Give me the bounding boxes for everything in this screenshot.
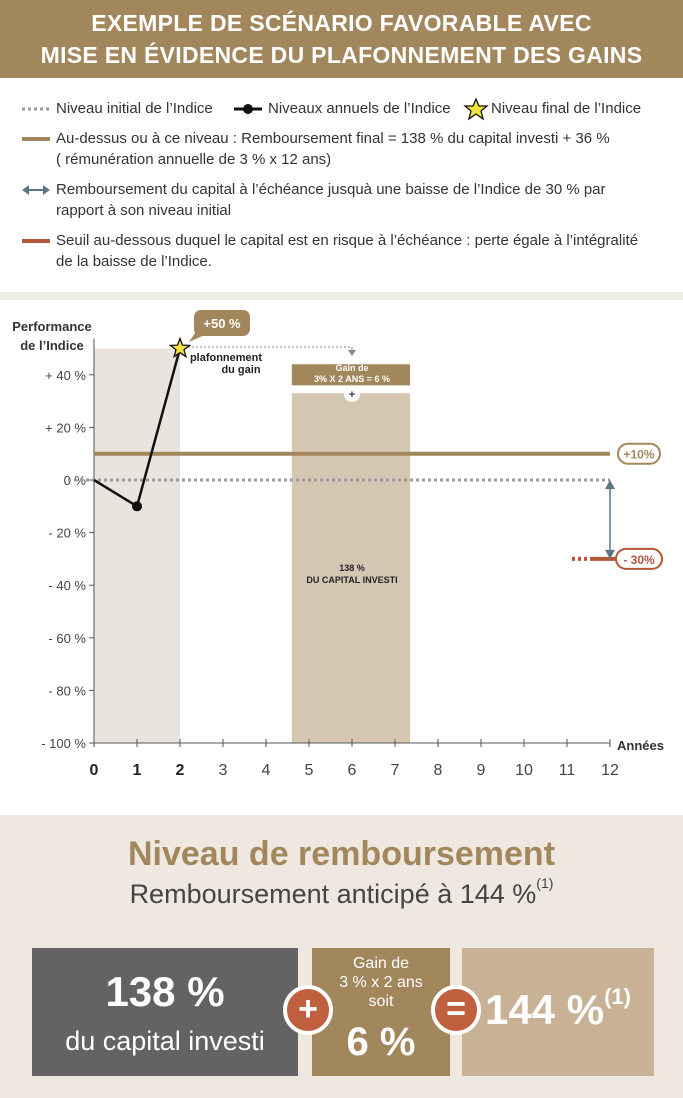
capital-box-label: du capital investi [65,1026,265,1056]
legend-protection-label-1: Remboursement du capital à l’échéance ju… [56,181,606,198]
gain-box-label: Gain de 3 % x 2 ans soit [312,954,450,1011]
x-tick-label: 2 [176,762,185,779]
total-box-number: 144 % [485,986,605,1033]
gain-box-value: 6 % [346,1020,416,1064]
x-tick-label: 3 [219,762,228,779]
capital-label-line1: 138 % [339,563,365,573]
capital-bar [291,393,411,743]
x-tick-label: 10 [515,762,533,779]
final-label-bubble [194,310,250,336]
gain-label-line2: 3% X 2 ANS = 6 % [314,374,390,384]
y-axis-label-line2: de l’Indice [20,338,84,353]
final-label-pointer [189,330,207,342]
plus-circle-icon [344,386,360,402]
cap-arrow-icon [348,350,356,356]
final-label: +50 % [203,316,241,331]
cap-label-line2: du gain [221,364,260,376]
repayment-section: Niveau de remboursement Remboursement an… [0,815,683,1098]
legend-barrier-label-2: ( rémunération annuelle de 3 % x 12 ans) [56,151,332,168]
plus-sign-label: + [349,389,355,401]
x-tick-label: 7 [391,762,400,779]
risk-badge [615,547,663,570]
x-axis-label: Années [617,738,664,753]
equals-icon: = [431,985,481,1035]
gain-box-line2: 3 % x 2 ans [339,974,423,991]
capital-label-line2: DU CAPITAL INVESTI [306,575,397,585]
legend: Niveau initial de l’Indice Niveaux annue… [0,78,683,292]
barrier-badge [617,442,661,465]
chart: + 40 %+ 20 %0 %- 20 %- 40 %- 60 %- 80 %-… [0,300,683,815]
y-axis-label-line1: Performance [12,319,91,334]
total-box-value: 144 %(1) [462,984,654,1034]
gain-label-line1: Gain de [335,363,368,373]
x-tick-label: 0 [90,762,99,779]
legend-symbols [22,97,489,243]
x-tick-label: 5 [305,762,314,779]
legend-star-icon [463,97,489,121]
header-title-line1: EXEMPLE DE SCÉNARIO FAVORABLE AVEC [91,10,592,36]
x-tick-label: 12 [601,762,619,779]
protection-arrow-up-icon [605,480,615,489]
legend-arrow-left-icon [22,185,29,195]
final-star-icon [168,336,192,359]
total-box-note: (1) [604,984,631,1009]
risk-badge-label: - 30% [623,553,655,567]
protection-arrow-down-icon [605,549,615,559]
period-shade [94,348,180,743]
y-tick-label: - 60 % [48,631,86,646]
legend-risk-label-1: Seuil au-dessous duquel le capital est e… [56,232,639,249]
x-tick-label: 1 [133,762,142,779]
capital-box-value: 138 % [105,968,225,1015]
legend-risk-label-2: de la baisse de l’Indice. [56,253,212,270]
x-tick-label: 6 [348,762,357,779]
legend-protection-label-2: rapport à son niveau initial [56,202,232,219]
y-tick-label: - 100 % [41,736,86,751]
index-point [132,501,142,512]
y-tick-label: + 20 % [45,420,86,435]
repayment-title: Niveau de remboursement [127,835,556,873]
y-tick-label: - 20 % [48,526,86,541]
x-tick-label: 11 [559,762,576,779]
gain-box: Gain de 3 % x 2 ans soit 6 % [312,948,450,1076]
plus-icon: + [283,985,333,1035]
barrier-badge-label: +10% [623,448,654,462]
gain-box-line1: Gain de [352,955,410,972]
legend-arrow-right-icon [43,185,50,195]
legend-barrier-label-1: Au-dessus ou à ce niveau : Remboursement… [56,130,610,147]
y-tick-label: + 40 % [45,368,86,383]
legend-annual-label: Niveaux annuels de l’Indice [268,100,451,117]
header-banner: EXEMPLE DE SCÉNARIO FAVORABLE AVEC MISE … [0,0,683,78]
y-tick-label: - 40 % [48,578,86,593]
y-tick-label: - 80 % [48,683,86,698]
chart-svg: + 40 %+ 20 %0 %- 20 %- 40 %- 60 %- 80 %-… [12,310,664,779]
x-tick-label: 8 [434,762,443,779]
gain-bar [291,364,411,386]
repayment-subtitle-note: (1) [536,875,554,891]
repayment-subtitle: Remboursement anticipé à 144 %(1) [0,875,683,910]
x-tick-label: 4 [262,762,271,779]
legend-annual-dot [243,104,253,114]
capital-box: 138 % du capital investi [32,948,298,1076]
repayment-subtitle-text: Remboursement anticipé à 144 % [129,879,537,909]
separator [0,292,683,300]
x-tick-label: 9 [477,762,486,779]
legend-initial-label: Niveau initial de l’Indice [56,100,213,117]
header-title-line2: MISE EN ÉVIDENCE DU PLAFONNEMENT DES GAI… [40,42,643,68]
total-box: 144 %(1) [462,948,654,1076]
gain-box-line3: soit [368,993,394,1010]
cap-label-line1: plafonnement [190,352,262,364]
legend-final-label: Niveau final de l’Indice [491,100,642,117]
